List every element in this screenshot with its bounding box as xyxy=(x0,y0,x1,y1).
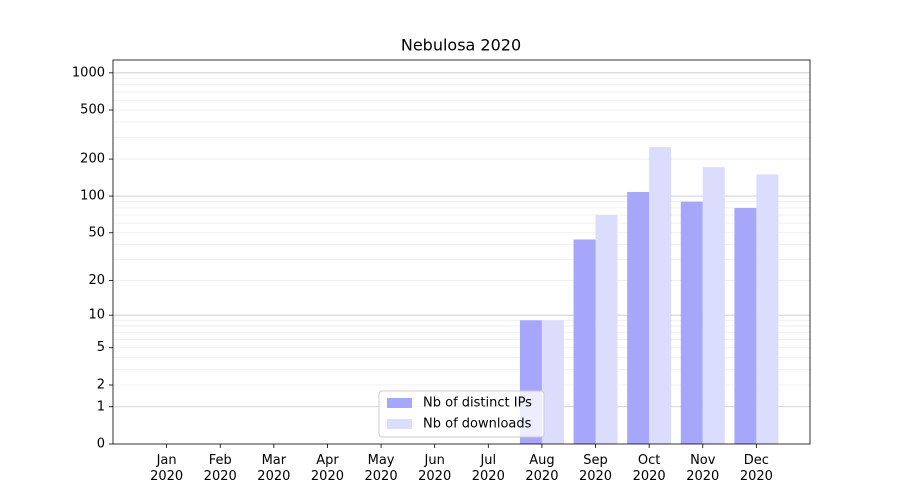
chart-title: Nebulosa 2020 xyxy=(401,36,521,55)
y-tick-label: 1000 xyxy=(72,65,105,80)
legend-swatch xyxy=(387,398,412,408)
x-tick-label: Feb 2020 xyxy=(203,453,237,484)
y-tick-label: 5 xyxy=(97,340,105,355)
x-tick-label: Nov 2020 xyxy=(686,453,720,484)
x-tick-label: Dec 2020 xyxy=(739,453,773,484)
bar xyxy=(573,239,596,444)
bar xyxy=(627,191,650,444)
y-tick-label: 1 xyxy=(97,399,105,414)
y-tick-label: 20 xyxy=(88,273,105,288)
legend: Nb of distinct IPs Nb of downloads xyxy=(378,390,545,438)
x-tick-label: Sep 2020 xyxy=(578,453,613,484)
y-tick-label: 100 xyxy=(80,189,105,204)
y-tick-label: 200 xyxy=(80,152,105,167)
x-tick-label: Jul 2020 xyxy=(471,453,505,484)
bar xyxy=(734,207,757,444)
bar xyxy=(680,201,703,444)
legend-frame xyxy=(378,390,545,438)
x-tick-label: Jun 2020 xyxy=(418,453,452,484)
bar xyxy=(756,174,779,444)
legend-label: Nb of distinct IPs xyxy=(423,396,532,411)
x-tick-label: Aug 2020 xyxy=(525,453,559,484)
bar xyxy=(649,147,672,444)
x-tick-label: Apr 2020 xyxy=(310,453,344,484)
y-tick-label: 10 xyxy=(88,308,105,323)
x-tick-label: Jan 2020 xyxy=(150,453,184,484)
plot-frame xyxy=(112,59,811,445)
y-tick-label: 50 xyxy=(88,225,105,240)
bar xyxy=(702,167,725,444)
x-tick-label: Mar 2020 xyxy=(257,453,291,484)
y-tick-label: 0 xyxy=(97,437,105,452)
bar xyxy=(541,320,564,444)
x-tick-label: May 2020 xyxy=(364,453,398,484)
y-tick-label: 2 xyxy=(97,377,105,392)
legend-swatch xyxy=(387,419,412,429)
y-tick-label: 500 xyxy=(80,103,105,118)
legend-label: Nb of downloads xyxy=(423,417,532,432)
bar xyxy=(595,214,618,444)
x-tick-label: Oct 2020 xyxy=(632,453,666,484)
